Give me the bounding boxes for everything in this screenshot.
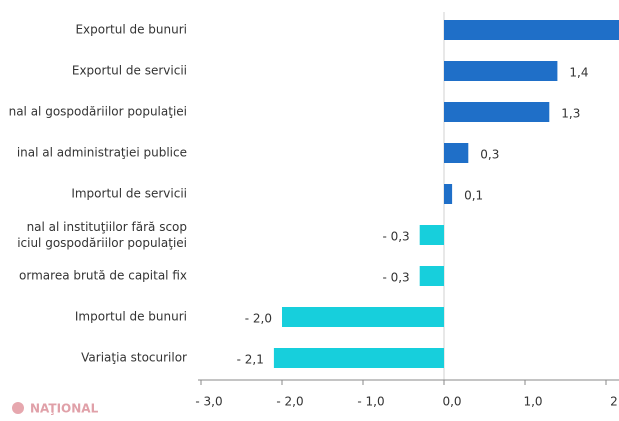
- bar: [419, 266, 444, 286]
- bar: [273, 348, 444, 368]
- bar: [444, 102, 550, 122]
- x-tick-label: 1,0: [523, 395, 542, 409]
- value-label: 1,3: [561, 107, 580, 121]
- category-label: nal al instituţiilor fără scop iciul gosp…: [17, 220, 187, 250]
- value-label: - 2,1: [237, 353, 264, 367]
- value-label: - 0,3: [382, 230, 409, 244]
- value-label: - 0,3: [382, 271, 409, 285]
- category-label: Importul de servicii: [71, 187, 187, 201]
- bar: [444, 20, 619, 40]
- x-tick-label: - 3,0: [195, 395, 222, 409]
- bar: [419, 225, 444, 245]
- category-label: Exportul de bunuri: [75, 23, 187, 37]
- category-label: Importul de bunuri: [75, 310, 187, 324]
- category-label: inal al administraţiei publice: [17, 146, 187, 160]
- bar: [444, 61, 558, 81]
- value-label: 0,3: [480, 148, 499, 162]
- category-label: Exportul de servicii: [72, 64, 187, 78]
- x-tick-label: - 1,0: [357, 395, 384, 409]
- category-label: nal al gospodăriilor populaţiei: [9, 105, 187, 119]
- logo-icon: [12, 402, 24, 414]
- watermark: NAŢIONAL: [30, 402, 99, 416]
- bar: [444, 143, 469, 163]
- value-label: - 2,0: [245, 312, 272, 326]
- category-label: ormarea brută de capital fix: [19, 269, 187, 283]
- x-tick-label: 2: [610, 395, 618, 409]
- bar: [282, 307, 444, 327]
- bar: [444, 184, 453, 204]
- category-label: Variaţia stocurilor: [81, 351, 187, 365]
- x-tick-label: 0,0: [442, 395, 461, 409]
- x-tick-label: - 2,0: [276, 395, 303, 409]
- value-label: 0,1: [464, 189, 483, 203]
- value-label: 1,4: [569, 66, 588, 80]
